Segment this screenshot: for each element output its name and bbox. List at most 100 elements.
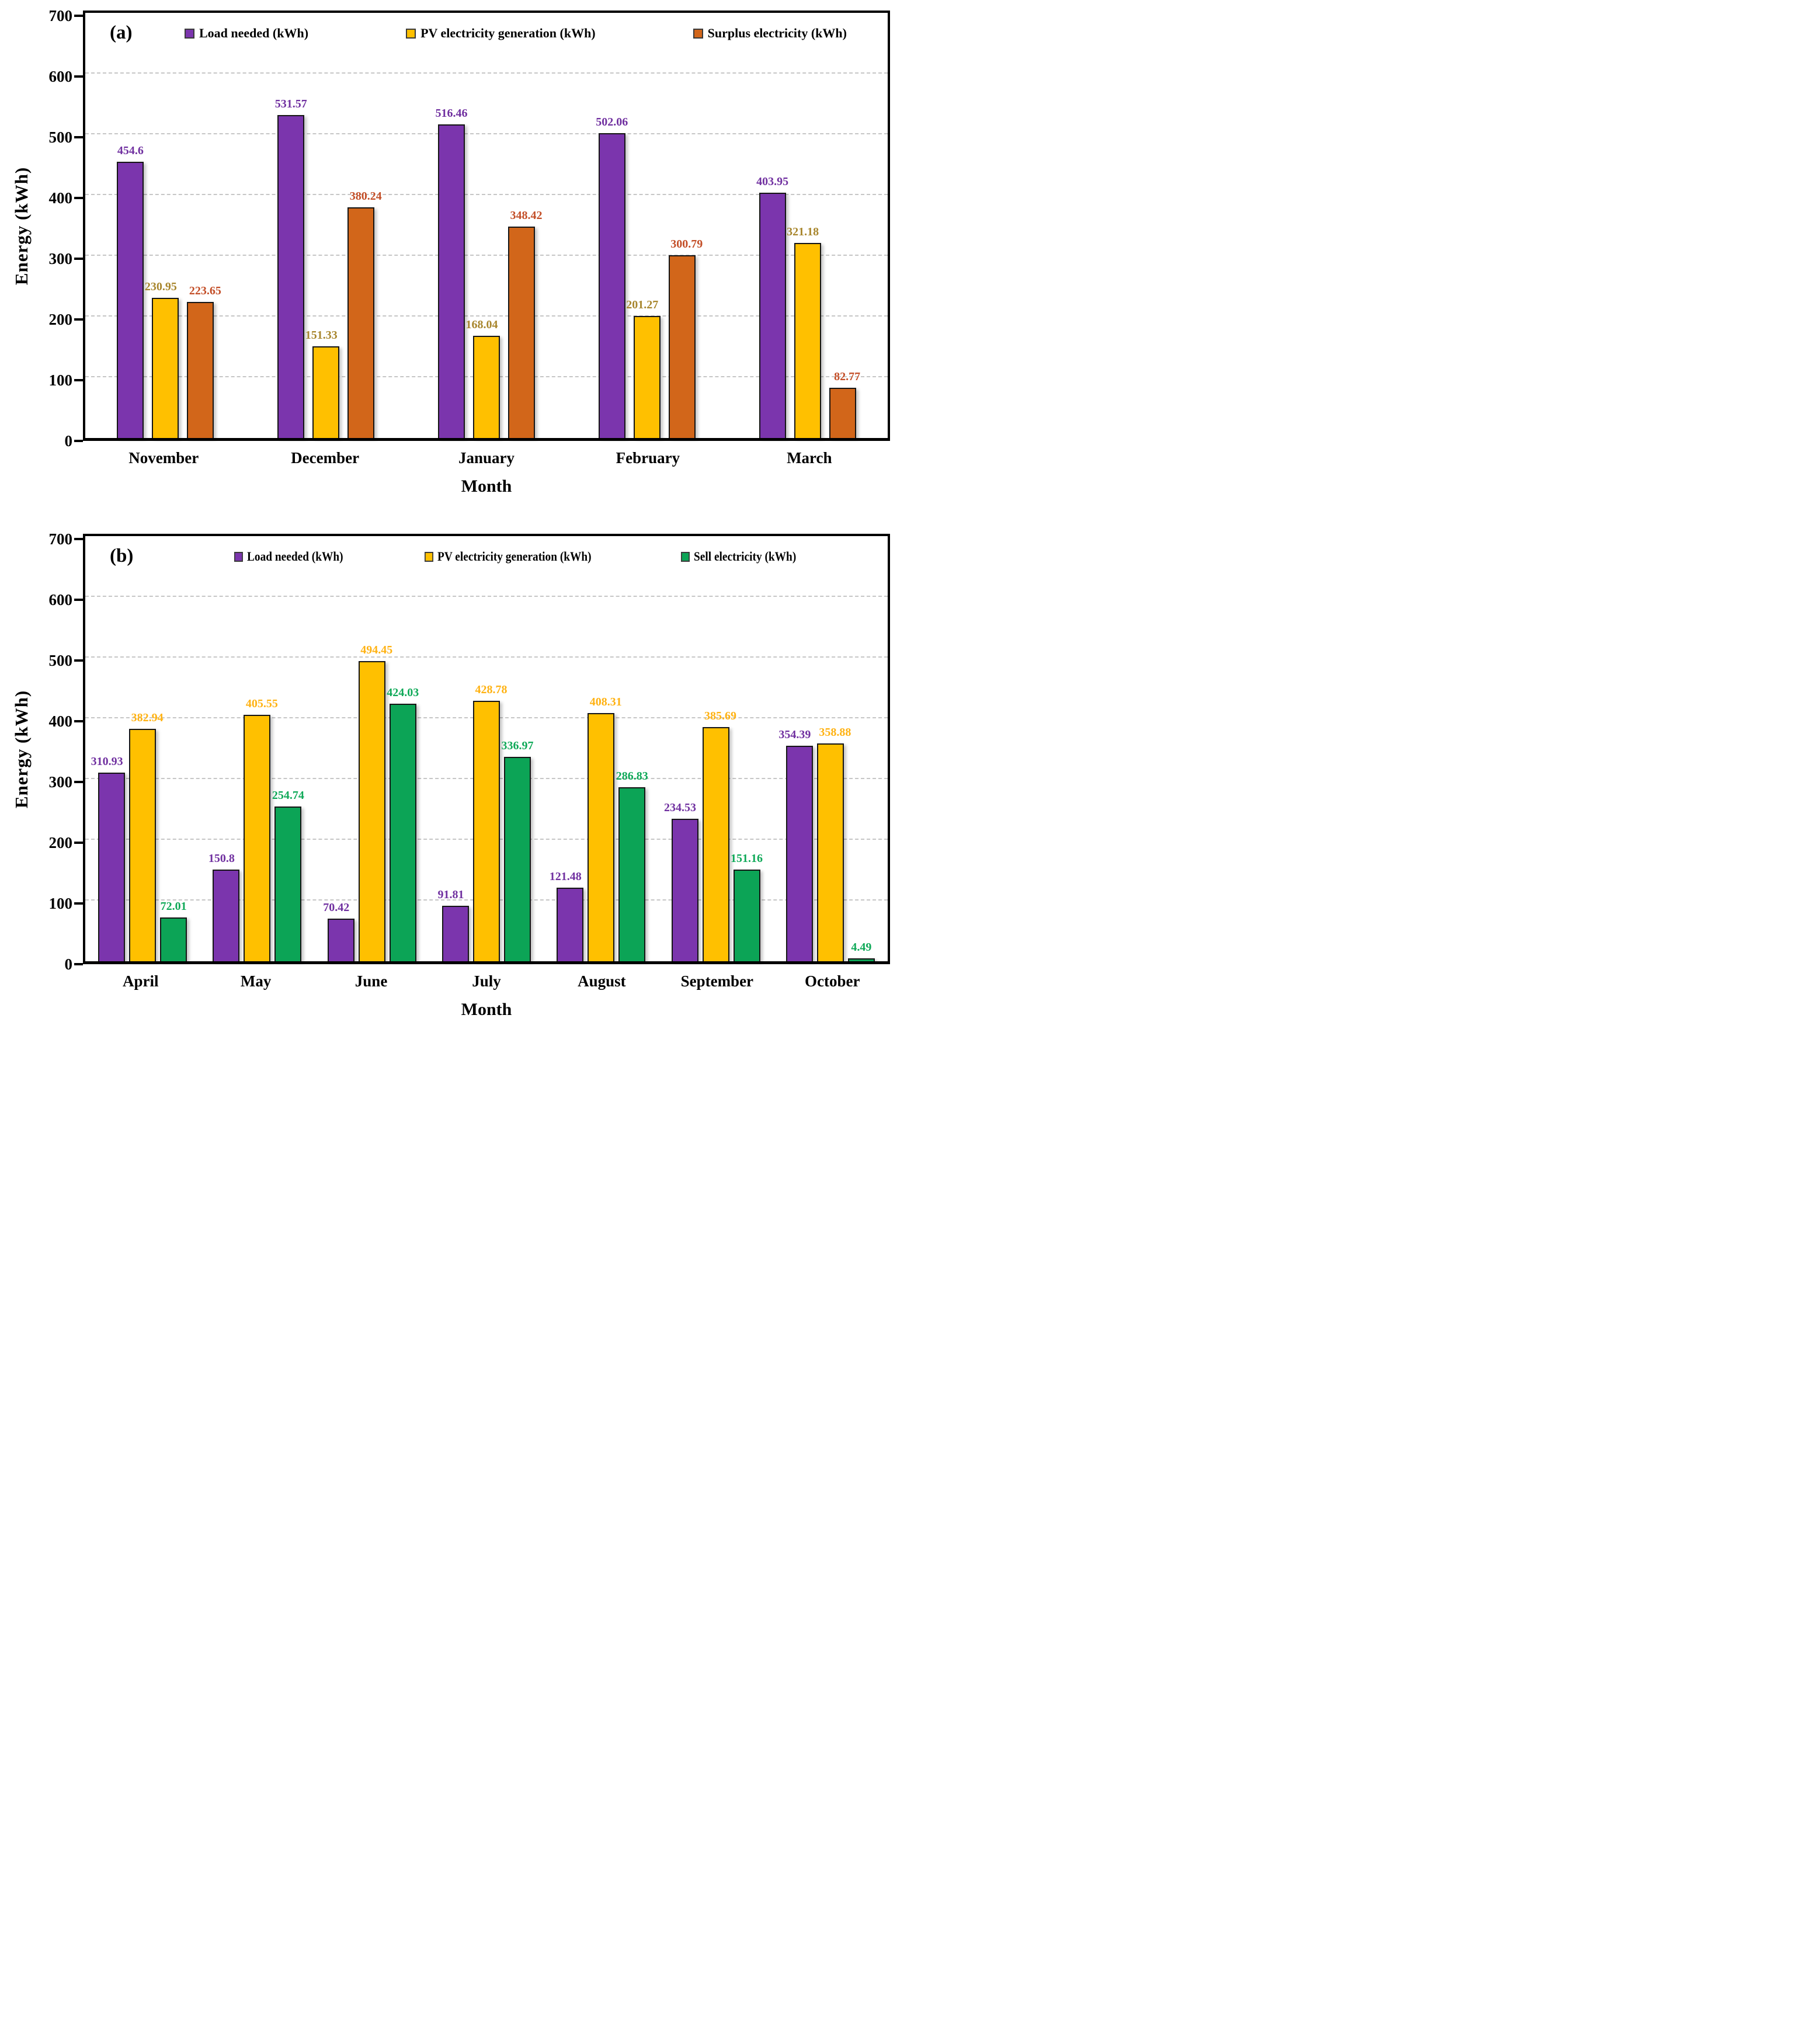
gridline — [85, 133, 888, 134]
bar-load — [117, 162, 144, 438]
bar-slot: 4.49 — [847, 941, 875, 961]
bar-value-label: 348.42 — [510, 208, 543, 222]
bar-value-label: 72.01 — [160, 900, 187, 913]
legend-swatch — [425, 551, 434, 562]
bar-slot: 168.04 — [465, 318, 500, 438]
legend-item: PV electricity generation (kWh) — [425, 549, 592, 564]
x-category-label: June — [354, 972, 388, 990]
bar-slot: 72.01 — [160, 900, 187, 961]
gridline — [85, 72, 888, 74]
bar-value-label: 70.42 — [323, 901, 350, 914]
bar-value-label: 82.77 — [834, 370, 861, 383]
bar-pv — [816, 743, 844, 961]
bar-group: 234.53 385.69 151.16 — [658, 536, 773, 961]
legend-label: Surplus electricity (kWh) — [707, 26, 847, 40]
bar-slot: 230.95 — [145, 280, 179, 438]
bar-sell — [160, 917, 187, 961]
bar-group: 516.46 168.04 348.42 — [406, 13, 567, 438]
gridline — [85, 194, 888, 195]
y-tick-label: 600 — [48, 590, 73, 609]
bar-group: 310.93 382.94 72.01 — [85, 536, 200, 961]
y-axis-title-a: Energy (kWh) — [7, 11, 36, 441]
y-tick-mark — [74, 599, 83, 601]
legend-swatch — [234, 551, 243, 562]
chart-b-body: Energy (kWh) 700 600 500 400 300 200 100 0 (b) … — [7, 530, 890, 972]
bar-slot: 531.57 — [275, 98, 307, 438]
bar-load — [671, 819, 698, 961]
panel-label-a: (a) — [110, 22, 133, 43]
gridline — [85, 315, 888, 317]
bar-slot: 201.27 — [626, 298, 661, 438]
gridline — [85, 255, 888, 256]
bar-sell — [503, 756, 531, 961]
legend-item: Surplus electricity (kWh) — [693, 26, 847, 41]
bar-group: 150.8 405.55 254.74 — [200, 536, 314, 961]
bar-slot: 454.6 — [117, 144, 144, 438]
x-axis-title-a: Month — [461, 477, 512, 496]
x-category-label: May — [240, 972, 272, 990]
bar-slot: 382.94 — [129, 711, 164, 961]
bar-pv — [312, 346, 340, 438]
bar-load — [759, 192, 786, 438]
chart-a-body: Energy (kWh) 700 600 500 400 300 200 100 0 (a) … — [7, 6, 890, 449]
bar-slot: 348.42 — [508, 209, 542, 438]
y-tick-mark — [74, 318, 83, 321]
y-axis-title-text: Energy (kWh) — [11, 166, 32, 285]
bar-slot: 121.48 — [550, 870, 584, 961]
legend-item: PV electricity generation (kWh) — [406, 26, 596, 41]
y-tick-label: 100 — [48, 371, 73, 389]
chart-a: Energy (kWh) 700 600 500 400 300 200 100 0 (a) … — [7, 6, 890, 496]
y-tick-label: 100 — [48, 894, 73, 912]
bar-load — [437, 124, 465, 438]
y-tick-mark — [74, 902, 83, 905]
bar-value-label: 310.93 — [91, 755, 123, 768]
bar-pv — [794, 242, 821, 438]
y-axis-title-text: Energy (kWh) — [11, 690, 32, 808]
bar-group: 70.42 494.45 424.03 — [315, 536, 429, 961]
legend-label: Load needed (kWh) — [247, 549, 343, 564]
bar-surplus — [347, 207, 375, 438]
bar-value-label: 516.46 — [435, 106, 468, 120]
y-tick-label: 200 — [48, 310, 73, 328]
gridline — [85, 656, 888, 658]
bar-slot: 254.74 — [272, 789, 304, 961]
x-category-label: November — [128, 449, 199, 467]
bar-group: 454.6 230.95 223.65 — [85, 13, 246, 438]
bar-slot: 70.42 — [323, 901, 354, 961]
legend-swatch — [406, 28, 416, 39]
bar-sell — [618, 787, 646, 961]
bar-value-label: 254.74 — [272, 789, 304, 802]
y-tick-mark — [74, 538, 83, 540]
bar-slot: 358.88 — [816, 726, 851, 961]
y-tick-label: 700 — [48, 530, 73, 548]
y-tick-label: 700 — [48, 6, 73, 25]
bar-load — [98, 772, 126, 961]
bar-pv — [588, 713, 615, 961]
y-axis-b: 700 600 500 400 300 200 100 0 — [36, 530, 83, 972]
legend-swatch — [693, 28, 703, 39]
bar-slot: 234.53 — [664, 801, 698, 961]
bar-sell — [847, 958, 875, 961]
x-category-label: July — [472, 972, 501, 990]
bar-pv — [702, 726, 729, 961]
bar-value-label: 121.48 — [549, 870, 582, 883]
legend-label: Load needed (kWh) — [199, 26, 309, 40]
bar-surplus — [187, 302, 214, 438]
bar-pv — [244, 715, 271, 961]
bar-pv — [633, 315, 661, 438]
bar-load — [557, 887, 584, 961]
bar-pv — [152, 297, 179, 438]
bar-slot: 502.06 — [596, 116, 628, 438]
bar-load — [327, 918, 354, 961]
figure-page: Energy (kWh) 700 600 500 400 300 200 100 0 (a) … — [0, 0, 905, 1043]
bar-value-label: 4.49 — [851, 941, 872, 954]
y-tick-label: 400 — [48, 712, 73, 730]
bar-groups-a: 454.6 230.95 223.65 531.57 151.33 380.24 516.4… — [85, 13, 888, 438]
bar-slot: 223.65 — [187, 284, 221, 438]
y-tick-mark — [74, 842, 83, 844]
bar-value-label: 223.65 — [189, 284, 221, 298]
x-category-label: April — [122, 972, 159, 990]
bar-slot: 405.55 — [244, 697, 278, 961]
bar-value-label: 91.81 — [437, 888, 464, 901]
bar-slot: 354.39 — [778, 728, 813, 961]
